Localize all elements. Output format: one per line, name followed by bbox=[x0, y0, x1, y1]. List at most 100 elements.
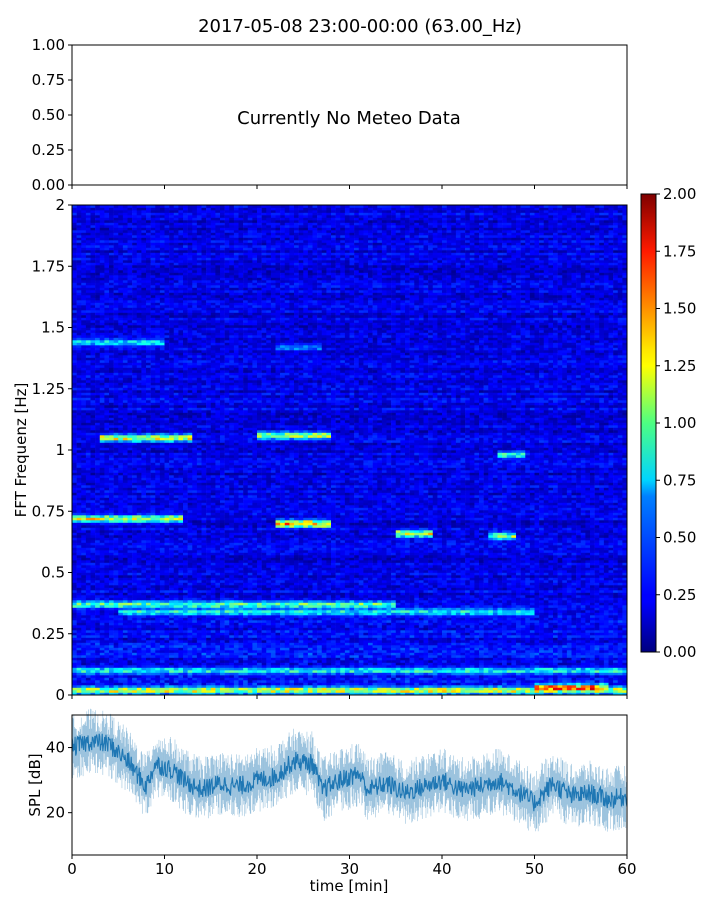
heatmap-cell bbox=[262, 608, 267, 611]
heatmap-cell bbox=[585, 598, 590, 601]
heatmap-cell bbox=[155, 640, 160, 643]
heatmap-cell bbox=[243, 648, 248, 651]
heatmap-cell bbox=[128, 675, 133, 678]
heatmap-cell bbox=[123, 610, 128, 613]
heatmap-cell bbox=[202, 618, 207, 621]
heatmap-cell bbox=[308, 658, 313, 661]
heatmap-cell bbox=[114, 663, 119, 666]
heatmap-cell bbox=[354, 620, 359, 623]
heatmap-cell bbox=[599, 620, 604, 623]
heatmap-cell bbox=[197, 690, 202, 693]
heatmap-cell bbox=[461, 675, 466, 678]
heatmap-cell bbox=[248, 623, 253, 626]
heatmap-cell bbox=[576, 613, 581, 616]
heatmap-cell bbox=[114, 650, 119, 653]
heatmap-cell bbox=[590, 688, 595, 691]
heatmap-cell bbox=[331, 633, 336, 636]
heatmap-cell bbox=[516, 678, 521, 681]
heatmap-cell bbox=[248, 590, 253, 593]
heatmap-cell bbox=[160, 630, 165, 633]
heatmap-cell bbox=[456, 643, 461, 646]
heatmap-cell bbox=[368, 680, 373, 683]
heatmap-cell bbox=[331, 598, 336, 601]
heatmap-cell bbox=[188, 668, 193, 671]
heatmap-cell bbox=[595, 645, 600, 648]
heatmap-cell bbox=[100, 663, 105, 666]
heatmap-cell bbox=[100, 650, 105, 653]
heatmap-cell bbox=[484, 655, 489, 658]
heatmap-cell bbox=[155, 673, 160, 676]
heatmap-cell bbox=[174, 660, 179, 663]
heatmap-cell bbox=[604, 628, 609, 631]
heatmap-cell bbox=[192, 650, 197, 653]
heatmap-cell bbox=[280, 613, 285, 616]
heatmap-cell bbox=[345, 665, 350, 668]
heatmap-cell bbox=[183, 658, 188, 661]
heatmap-cell bbox=[373, 668, 378, 671]
heatmap-cell bbox=[299, 618, 304, 621]
heatmap-cell bbox=[206, 630, 211, 633]
heatmap-cell bbox=[123, 688, 128, 691]
heatmap-cell bbox=[313, 675, 318, 678]
heatmap-cell bbox=[104, 640, 109, 643]
heatmap-cell bbox=[516, 595, 521, 598]
heatmap-cell bbox=[280, 675, 285, 678]
heatmap-cell bbox=[151, 685, 156, 688]
heatmap-cell bbox=[516, 598, 521, 601]
heatmap-cell bbox=[456, 623, 461, 626]
heatmap-cell bbox=[266, 618, 271, 621]
heatmap-cell bbox=[289, 633, 294, 636]
heatmap-cell bbox=[114, 635, 119, 638]
heatmap-cell bbox=[354, 615, 359, 618]
heatmap-cell bbox=[419, 615, 424, 618]
heatmap-cell bbox=[294, 608, 299, 611]
heatmap-cell bbox=[613, 673, 618, 676]
heatmap-cell bbox=[488, 620, 493, 623]
heatmap-cell bbox=[530, 653, 535, 656]
heatmap-cell bbox=[299, 593, 304, 596]
heatmap-cell bbox=[391, 655, 396, 658]
heatmap-cell bbox=[498, 685, 503, 688]
heatmap-cell bbox=[484, 635, 489, 638]
heatmap-cell bbox=[419, 635, 424, 638]
heatmap-cell bbox=[433, 678, 438, 681]
heatmap-cell bbox=[86, 618, 91, 621]
heatmap-cell bbox=[461, 628, 466, 631]
heatmap-cell bbox=[266, 668, 271, 671]
heatmap-cell bbox=[178, 648, 183, 651]
heatmap-cell bbox=[243, 663, 248, 666]
heatmap-cell bbox=[405, 658, 410, 661]
heatmap-cell bbox=[567, 610, 572, 613]
heatmap-cell bbox=[128, 618, 133, 621]
heatmap-cell bbox=[294, 628, 299, 631]
heatmap-cell bbox=[581, 683, 586, 686]
heatmap-cell bbox=[146, 608, 151, 611]
heatmap-cell bbox=[516, 603, 521, 606]
heatmap-cell bbox=[211, 595, 216, 598]
heatmap-cell bbox=[572, 688, 577, 691]
heatmap-cell bbox=[192, 685, 197, 688]
heatmap-cell bbox=[419, 618, 424, 621]
heatmap-cell bbox=[493, 635, 498, 638]
heatmap-cell bbox=[535, 640, 540, 643]
heatmap-cell bbox=[123, 678, 128, 681]
heatmap-cell bbox=[396, 625, 401, 628]
heatmap-cell bbox=[359, 618, 364, 621]
heatmap-cell bbox=[132, 598, 137, 601]
heatmap-cell bbox=[414, 593, 419, 596]
heatmap-cell bbox=[595, 670, 600, 673]
heatmap-cell bbox=[192, 655, 197, 658]
heatmap-cell bbox=[345, 668, 350, 671]
heatmap-cell bbox=[155, 598, 160, 601]
heatmap-cell bbox=[609, 593, 614, 596]
heatmap-cell bbox=[192, 658, 197, 661]
heatmap-cell bbox=[521, 645, 526, 648]
heatmap-cell bbox=[377, 620, 382, 623]
heatmap-cell bbox=[539, 610, 544, 613]
heatmap-cell bbox=[91, 673, 96, 676]
heatmap-cell bbox=[243, 610, 248, 613]
heatmap-cell bbox=[535, 688, 540, 691]
heatmap-cell bbox=[132, 653, 137, 656]
heatmap-cell bbox=[72, 598, 77, 601]
heatmap-cell bbox=[109, 595, 114, 598]
